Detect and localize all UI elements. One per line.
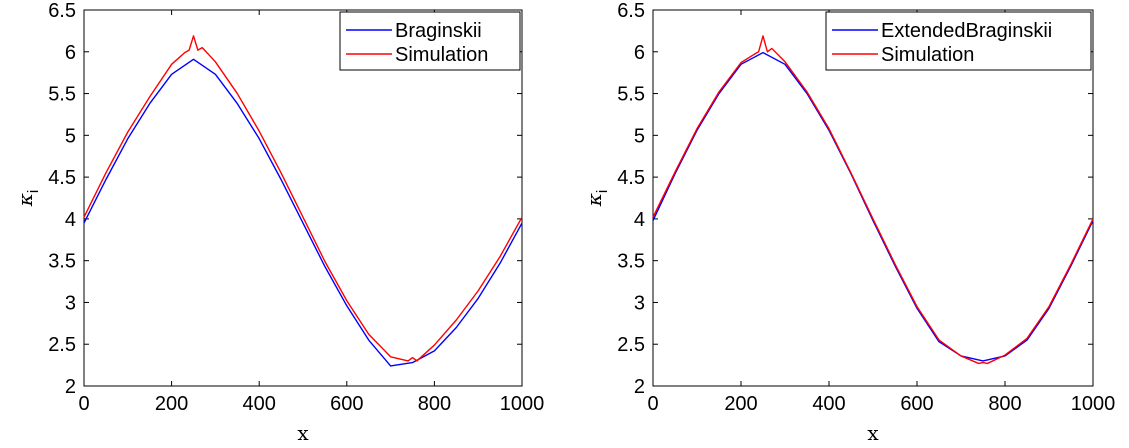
chart-0-y-tick-label: 3.5 bbox=[48, 251, 76, 273]
chart-1-x-axis-label: x bbox=[867, 421, 879, 445]
chart-1-x-tick-label: 800 bbox=[988, 393, 1021, 415]
left-chart-panel: 0 200 400 600 800 1000 2 2.5 3 3.5 4 4.5 5 5.5 6 6.5 x κi… bbox=[13, 0, 544, 445]
chart-1-y-tick-label: 4.5 bbox=[617, 167, 645, 189]
chart-1-legend-label-0: ExtendedBraginskii bbox=[881, 20, 1052, 42]
chart-0-y-tick-label: 4 bbox=[65, 209, 76, 231]
chart-0-y-axis-label: κi bbox=[13, 190, 42, 207]
chart-1-legend-label-1: Simulation bbox=[881, 44, 974, 66]
chart-1-x-tick-label: 1000 bbox=[1071, 393, 1116, 415]
chart-1-x-tick-label: 0 bbox=[647, 393, 658, 415]
chart-0-y-tick-label: 6.5 bbox=[48, 0, 76, 22]
chart-1-y-tick-label: 5.5 bbox=[617, 84, 645, 106]
chart-1-x-tick-label: 200 bbox=[724, 393, 757, 415]
chart-0-y-tick-label: 2.5 bbox=[48, 334, 76, 356]
chart-0-x-tick-label: 0 bbox=[78, 393, 89, 415]
chart-0-y-tick-label: 5 bbox=[65, 125, 76, 147]
chart-0-y-tick-label: 6 bbox=[65, 42, 76, 64]
chart-0-x-tick-label: 800 bbox=[418, 393, 451, 415]
chart-1-y-axis-label: κi bbox=[582, 190, 611, 207]
chart-0-x-tick-label: 600 bbox=[330, 393, 363, 415]
chart-1-y-tick-label: 2 bbox=[634, 376, 645, 398]
chart-0-x-tick-label: 200 bbox=[155, 393, 188, 415]
chart-1-y-tick-label: 3 bbox=[634, 292, 645, 314]
chart-0-legend-label-1: Simulation bbox=[395, 44, 488, 66]
chart-0-x-axis-label: x bbox=[297, 421, 309, 445]
chart-0-y-tick-label: 2 bbox=[65, 376, 76, 398]
chart-0-legend-label-0: Braginskii bbox=[395, 20, 482, 42]
chart-1-y-tick-label: 3.5 bbox=[617, 251, 645, 273]
chart-0-y-tick-label: 5.5 bbox=[48, 84, 76, 106]
chart-0-x-tick-label: 400 bbox=[243, 393, 276, 415]
chart-1-y-tick-label: 6.5 bbox=[617, 0, 645, 22]
right-chart-panel: 0 200 400 600 800 1000 2 2.5 3 3.5 4 4.5 5 5.5 6 6.5 x κi… bbox=[582, 0, 1115, 445]
chart-1-y-tick-label: 2.5 bbox=[617, 334, 645, 356]
chart-0-y-tick-label: 3 bbox=[65, 292, 76, 314]
chart-1-y-tick-label: 5 bbox=[634, 125, 645, 147]
chart-0-y-tick-label: 4.5 bbox=[48, 167, 76, 189]
chart-1-x-tick-label: 600 bbox=[900, 393, 933, 415]
chart-1-y-tick-label: 4 bbox=[634, 209, 645, 231]
chart-0-x-tick-label: 1000 bbox=[500, 393, 545, 415]
chart-1-y-tick-label: 6 bbox=[634, 42, 645, 64]
chart-1-x-tick-label: 400 bbox=[812, 393, 845, 415]
